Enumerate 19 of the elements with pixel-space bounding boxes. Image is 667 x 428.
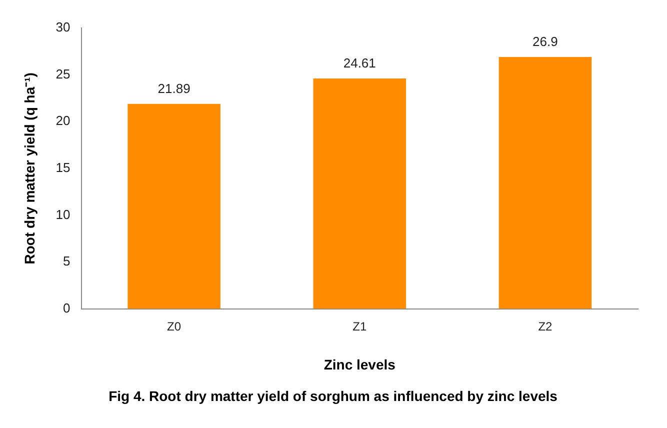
caption: Fig 4. Root dry matter yield of sorghum as influenced by zinc levels <box>108 388 558 404</box>
y-tick-label: 0 <box>63 300 70 316</box>
x-tick-label: Z0 <box>167 319 182 334</box>
bar <box>498 57 592 309</box>
data-label: 21.89 <box>158 80 190 96</box>
data-label: 24.61 <box>343 56 376 71</box>
data-label: 26.9 <box>532 34 558 50</box>
y-axis-title: Root dry matter yield (q ha⁻¹) <box>21 72 38 264</box>
y-tick-label: 15 <box>56 160 70 175</box>
y-tick-label: 20 <box>56 113 70 128</box>
y-tick-label: 25 <box>56 66 70 82</box>
y-tick-label: 5 <box>63 254 70 269</box>
bar <box>313 78 406 309</box>
bar <box>128 104 220 309</box>
x-axis-title: Zinc levels <box>324 356 396 372</box>
y-tick-label: 10 <box>56 206 70 222</box>
x-tick-label: Z1 <box>352 319 367 334</box>
y-tick-label: 30 <box>56 20 70 35</box>
x-tick-label: Z2 <box>538 319 553 334</box>
